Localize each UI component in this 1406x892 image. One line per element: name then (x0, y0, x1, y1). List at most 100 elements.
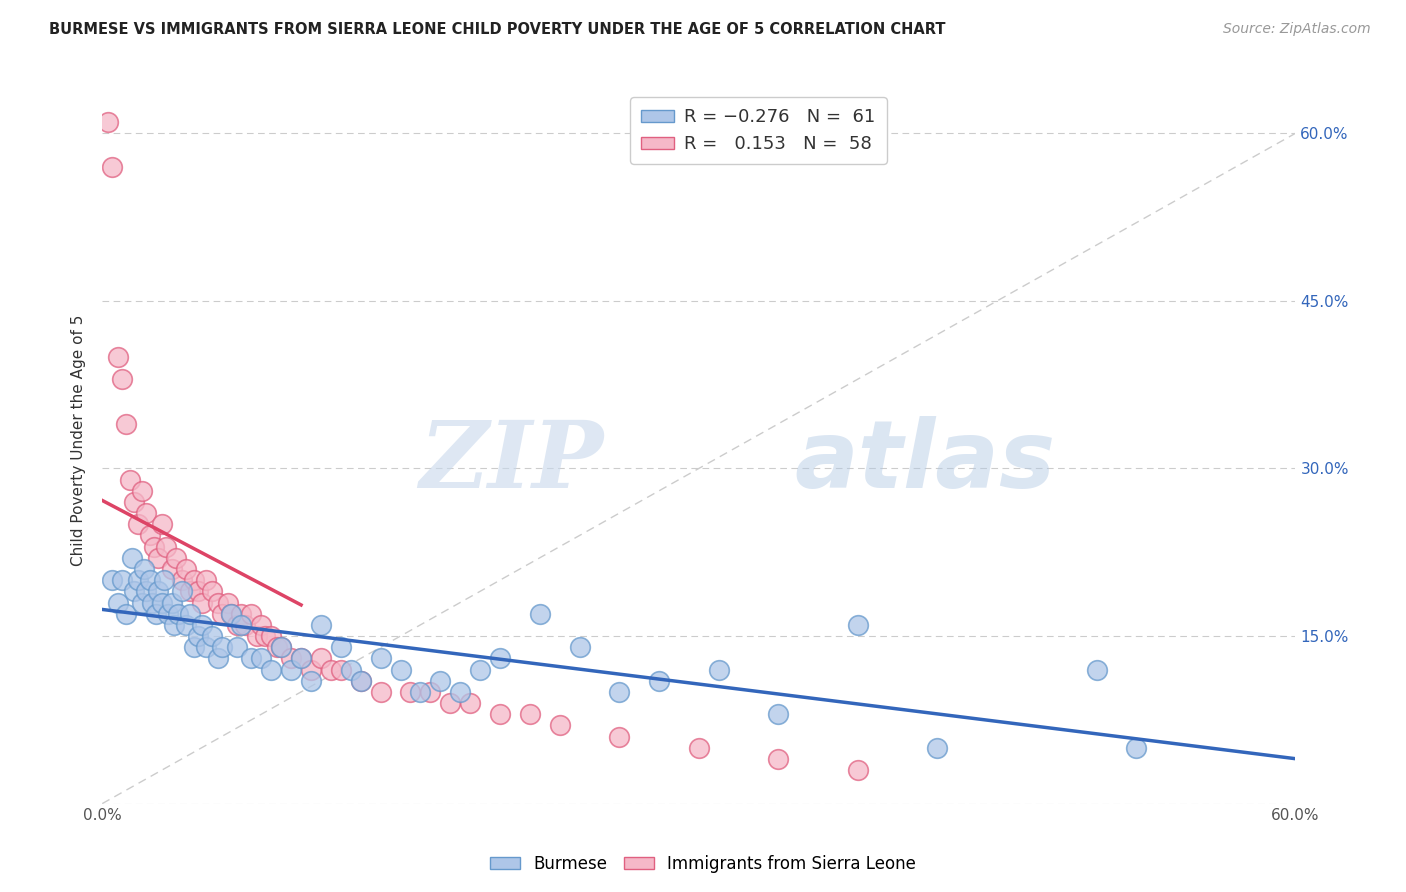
Point (429, 673, 451, 688)
Point (399, 685, 422, 699)
Point (122, 584, 145, 599)
Point (166, 607, 188, 621)
Point (529, 607, 551, 621)
Point (226, 618, 249, 632)
Point (179, 584, 201, 599)
Point (568, 640, 591, 655)
Point (174, 618, 197, 632)
Point (194, 640, 217, 655)
Point (146, 584, 169, 599)
Point (439, 696, 461, 710)
Point (370, 651, 392, 665)
Point (846, 763, 869, 777)
Point (155, 540, 177, 554)
Point (121, 550, 143, 565)
Point (290, 651, 312, 665)
Point (340, 663, 363, 677)
Point (707, 663, 730, 677)
Point (115, 607, 138, 621)
Point (179, 607, 201, 621)
Legend: R = −0.276   N =  61, R =   0.153   N =  58: R = −0.276 N = 61, R = 0.153 N = 58 (630, 97, 887, 164)
Point (768, 707, 790, 722)
Point (240, 607, 263, 621)
Point (468, 663, 491, 677)
Point (207, 651, 229, 665)
Point (458, 696, 481, 710)
Point (846, 618, 869, 632)
Point (319, 663, 342, 677)
Point (489, 651, 512, 665)
Point (187, 584, 209, 599)
Point (207, 595, 229, 609)
Point (231, 607, 253, 621)
Point (190, 618, 212, 632)
Point (135, 584, 157, 599)
Point (309, 651, 332, 665)
Point (107, 595, 129, 609)
Point (111, 573, 134, 587)
Point (174, 562, 197, 576)
Point (270, 640, 292, 655)
Point (329, 640, 352, 655)
Point (927, 740, 949, 755)
Point (389, 663, 412, 677)
Point (648, 673, 671, 688)
Point (217, 595, 239, 609)
Point (150, 517, 173, 532)
Point (170, 573, 193, 587)
Legend: Burmese, Immigrants from Sierra Leone: Burmese, Immigrants from Sierra Leone (484, 848, 922, 880)
Point (156, 607, 179, 621)
Point (101, 160, 124, 174)
Point (254, 629, 277, 643)
Point (260, 629, 283, 643)
Point (139, 573, 162, 587)
Text: ZIP: ZIP (419, 417, 603, 508)
Point (194, 573, 217, 587)
Point (160, 562, 183, 576)
Point (350, 673, 373, 688)
Point (231, 618, 253, 632)
Point (449, 685, 471, 699)
Point (270, 640, 292, 655)
Point (221, 607, 243, 621)
Point (135, 506, 157, 520)
Point (211, 640, 233, 655)
Point (607, 730, 630, 744)
Point (187, 629, 209, 643)
Point (280, 663, 302, 677)
Point (107, 350, 129, 364)
Point (183, 573, 205, 587)
Text: Source: ZipAtlas.com: Source: ZipAtlas.com (1223, 22, 1371, 37)
Point (240, 651, 263, 665)
Point (118, 473, 141, 487)
Point (97, 115, 120, 129)
Point (111, 372, 134, 386)
Point (309, 618, 332, 632)
Point (280, 651, 302, 665)
Point (489, 707, 512, 722)
Point (226, 640, 249, 655)
Point (299, 663, 322, 677)
Point (250, 618, 273, 632)
Point (183, 640, 205, 655)
Point (131, 483, 153, 498)
Point (350, 673, 373, 688)
Point (200, 629, 222, 643)
Point (419, 685, 441, 699)
Point (127, 573, 149, 587)
Point (260, 663, 283, 677)
Point (246, 629, 269, 643)
Point (142, 540, 165, 554)
Point (131, 595, 153, 609)
Point (299, 673, 322, 688)
Point (160, 595, 183, 609)
Point (200, 584, 222, 599)
Point (1125, 740, 1147, 755)
Point (329, 663, 352, 677)
Text: atlas: atlas (794, 417, 1056, 508)
Y-axis label: Child Poverty Under the Age of 5: Child Poverty Under the Age of 5 (72, 315, 86, 566)
Point (163, 618, 186, 632)
Point (150, 595, 173, 609)
Point (153, 573, 176, 587)
Point (145, 607, 167, 621)
